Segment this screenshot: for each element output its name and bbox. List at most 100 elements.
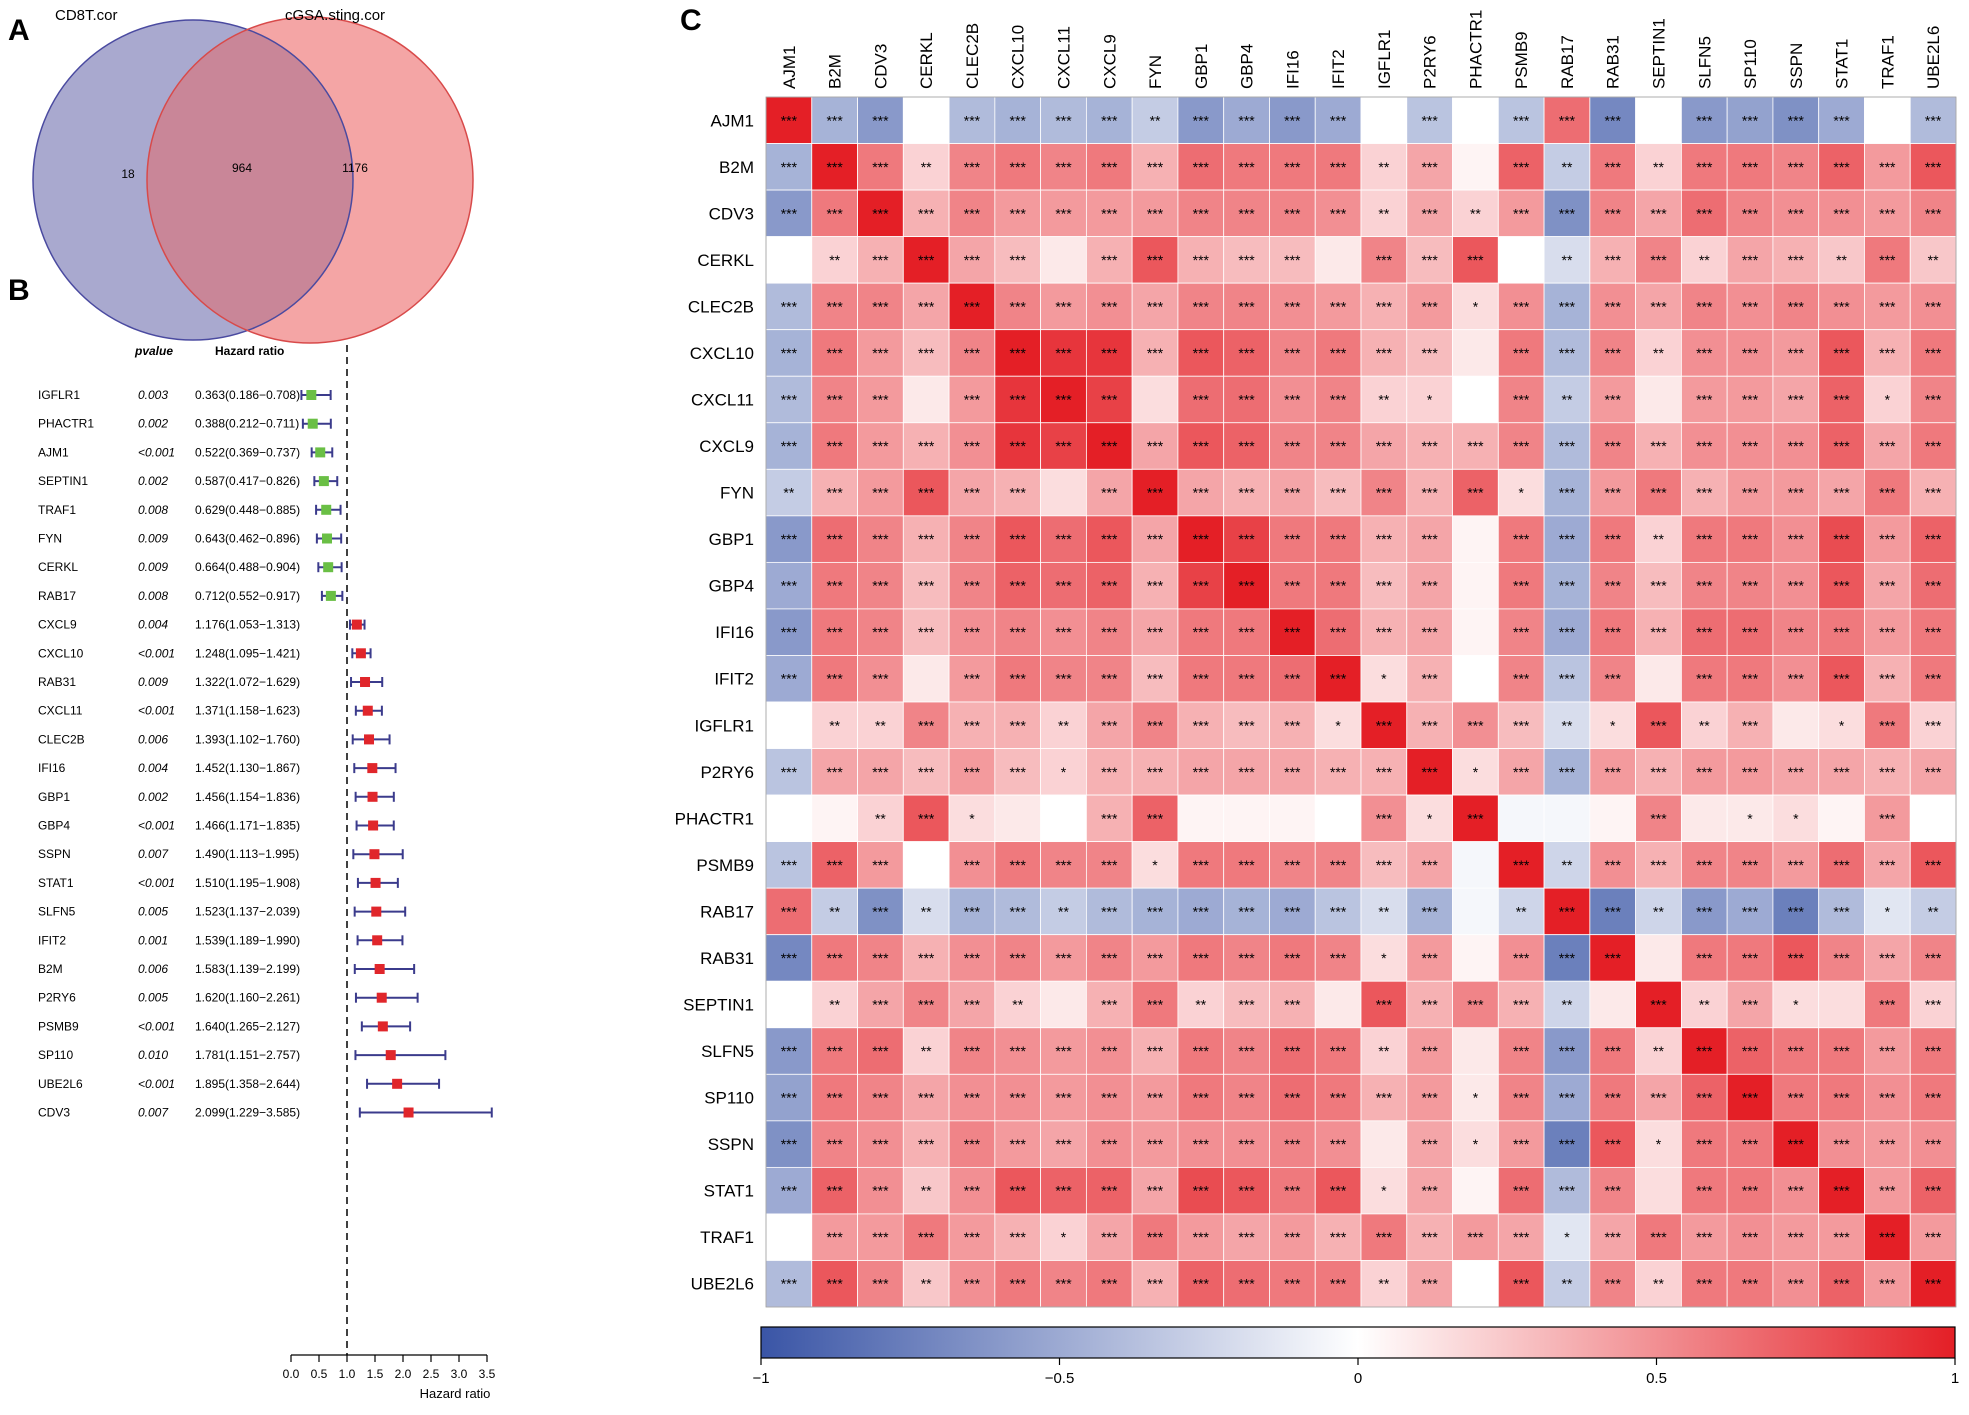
heatmap-significance-stars: *** [1193,392,1210,408]
heatmap-significance-stars: *** [1696,624,1713,640]
heatmap-col-label-ajm1: AJM1 [780,46,799,89]
heatmap-significance-stars: *** [1193,1229,1210,1245]
heatmap-cell [1452,748,1499,796]
forest-axis-tick-label: 1.0 [339,1367,356,1381]
heatmap-cell [1085,236,1133,284]
heatmap-significance-stars: ** [1562,717,1573,733]
heatmap-col-label-ube2l6: UBE2L6 [1924,26,1943,89]
heatmap-cell [765,468,813,517]
heatmap-significance-stars: *** [1696,159,1713,175]
forest-gene-label: CXCL11 [38,704,83,718]
panel-label-a: A [8,14,30,47]
heatmap-cell [765,422,813,470]
heatmap-significance-stars: *** [1238,112,1255,128]
heatmap-cell [1452,1213,1499,1261]
forest-gene-label: SSPN [38,847,71,861]
heatmap-cell [1909,748,1957,796]
heatmap-significance-stars: * [1793,810,1799,826]
heatmap-significance-stars: ** [1562,252,1573,268]
heatmap-significance-stars: ** [829,903,840,919]
heatmap-cell [1040,1213,1087,1261]
forest-gene-label: SLFN5 [38,905,76,919]
heatmap-cell [902,96,950,144]
heatmap-significance-stars: *** [1101,252,1118,268]
forest-gene-label: CERKL [38,560,78,574]
heatmap-cell [1726,561,1774,610]
heatmap-cell [1497,282,1545,331]
heatmap-cell [1452,329,1499,377]
forest-gene-label: IFIT2 [38,933,66,947]
heatmap-significance-stars: *** [1696,438,1713,454]
heatmap-significance-stars: ** [829,997,840,1013]
heatmap-significance-stars: *** [872,671,889,687]
heatmap-cell [948,701,996,749]
heatmap-significance-stars: *** [1513,112,1530,128]
heatmap-cell [1040,1120,1087,1168]
heatmap-significance-stars: ** [1516,903,1527,919]
heatmap-significance-stars: *** [872,531,889,547]
heatmap-row-label-cxcl9: CXCL9 [699,437,754,456]
forest-gene-label: GBP1 [38,790,70,804]
forest-row-b2m: B2M 0.006 1.583(1.139−2.199) [38,962,416,976]
heatmap-significance-stars: *** [872,1090,889,1106]
heatmap-significance-stars: *** [964,671,981,687]
heatmap-cell [994,189,1042,238]
heatmap-cell [1452,1027,1499,1075]
heatmap-significance-stars: *** [1879,438,1896,454]
heatmap-cell [1909,887,1957,936]
forest-hr-text: 1.322(1.072−1.629) [195,675,300,689]
forest-pvalue: <0.001 [138,704,175,718]
forest-row-cxcl9: CXCL9 0.004 1.176(1.053−1.313) [38,618,366,632]
heatmap-cell [1085,608,1133,656]
heatmap-cell [1589,980,1637,1029]
heatmap-significance-stars: *** [1513,159,1530,175]
heatmap-cell [1360,1213,1408,1261]
heatmap-cell [1772,701,1820,749]
heatmap-significance-stars: *** [1284,578,1301,594]
heatmap-cell [1680,189,1728,238]
heatmap-cell [1452,96,1499,144]
heatmap-cell [1726,794,1774,843]
heatmap-significance-stars: *** [1742,1136,1759,1152]
forest-row-sp110: SP110 0.010 1.781(1.151−2.757) [38,1048,447,1062]
heatmap-significance-stars: *** [1284,205,1301,221]
heatmap-significance-stars: *** [1421,485,1438,501]
heatmap-significance-stars: *** [826,205,843,221]
heatmap-cell [811,1027,858,1075]
heatmap-cell [765,561,813,610]
heatmap-significance-stars: *** [964,392,981,408]
heatmap-cell [1680,748,1728,796]
forest-row-cerkl: CERKL 0.009 0.664(0.488−0.904) [38,560,343,574]
heatmap-cell [1635,515,1682,563]
heatmap-significance-stars: *** [1742,485,1759,501]
heatmap-significance-stars: *** [1101,857,1118,873]
heatmap-significance-stars: ** [875,810,886,826]
heatmap-col-label-ifit2: IFIT2 [1329,49,1348,89]
heatmap-cell [857,375,904,424]
heatmap-cell [1497,515,1545,563]
heatmap-significance-stars: *** [872,1043,889,1059]
forest-row-ifi16: IFI16 0.004 1.452(1.130−1.867) [38,761,397,775]
heatmap-significance-stars: *** [1421,1043,1438,1059]
forest-pvalue: 0.004 [138,761,168,775]
heatmap-significance-stars: *** [1788,1090,1805,1106]
heatmap-significance-stars: *** [1605,857,1622,873]
heatmap-cell [1040,1166,1087,1215]
heatmap-significance-stars: *** [1421,531,1438,547]
heatmap-significance-stars: *** [872,578,889,594]
heatmap-cell [1909,515,1957,563]
heatmap-significance-stars: *** [1650,857,1667,873]
heatmap-significance-stars: *** [1284,1229,1301,1245]
venn-panel: A CD8T.cor cGSA.sting.cor 18 964 1176 [8,7,474,344]
heatmap-significance-stars: *** [1010,345,1027,361]
heatmap-cell [1406,1027,1453,1075]
heatmap-cell [1635,422,1682,470]
heatmap-cell [994,236,1042,284]
heatmap-cell [1360,96,1408,144]
heatmap-significance-stars: *** [1925,392,1942,408]
heatmap-significance-stars: *** [1742,531,1759,547]
heatmap-cell [1635,189,1682,238]
heatmap-significance-stars: *** [1650,438,1667,454]
heatmap-significance-stars: *** [1238,298,1255,314]
heatmap-significance-stars: *** [1742,624,1759,640]
